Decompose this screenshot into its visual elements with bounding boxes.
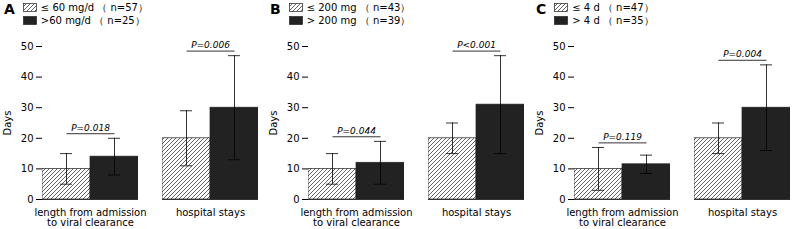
svg-text:hospital stays: hospital stays — [442, 207, 511, 218]
svg-text:20: 20 — [553, 133, 566, 144]
svg-text:40: 40 — [553, 71, 566, 82]
svg-text:30: 30 — [287, 102, 300, 113]
svg-text:P=0.044: P=0.044 — [337, 126, 376, 136]
svg-text:Days: Days — [2, 111, 13, 136]
svg-text:30: 30 — [21, 102, 34, 113]
svg-text:hospital stays: hospital stays — [176, 207, 245, 218]
svg-text:P=0.006: P=0.006 — [191, 40, 230, 50]
svg-text:30: 30 — [553, 102, 566, 113]
svg-text:50: 50 — [287, 41, 300, 52]
svg-text:10: 10 — [21, 163, 34, 174]
html-text:A: A — [4, 1, 15, 17]
svg-text:0: 0 — [293, 194, 299, 205]
svg-text:0: 0 — [559, 194, 565, 205]
svg-text:hospital stays: hospital stays — [708, 207, 777, 218]
svg-text:20: 20 — [21, 133, 34, 144]
html-text:C: C — [536, 1, 547, 17]
svg-text:50: 50 — [21, 41, 34, 52]
svg-text:P<0.001: P<0.001 — [457, 40, 496, 50]
html-text:B: B — [270, 1, 281, 17]
html-text:> 4 d （ n=35）: > 4 d （ n=35） — [572, 15, 654, 26]
svg-text:length from admissionto viral: length from admissionto viral clearance — [566, 207, 678, 228]
svg-text:20: 20 — [287, 133, 300, 144]
svg-text:Days: Days — [268, 111, 279, 136]
html-text:≤ 4 d （ n=47）: ≤ 4 d （ n=47） — [572, 2, 654, 13]
svg-text:40: 40 — [287, 71, 300, 82]
svg-text:length from admissionto viral: length from admissionto viral clearance — [300, 207, 412, 228]
svg-text:0: 0 — [27, 194, 33, 205]
svg-text:P=0.018: P=0.018 — [71, 123, 110, 133]
html-text:>60 mg/d （ n=25）: >60 mg/d （ n=25） — [40, 15, 145, 26]
svg-text:10: 10 — [287, 163, 300, 174]
html-text:≤ 60 mg/d （ n=57）: ≤ 60 mg/d （ n=57） — [40, 2, 148, 13]
svg-text:10: 10 — [553, 163, 566, 174]
svg-text:Days: Days — [534, 111, 545, 136]
svg-text:50: 50 — [553, 41, 566, 52]
svg-text:40: 40 — [21, 71, 34, 82]
svg-text:P=0.119: P=0.119 — [603, 132, 642, 142]
html-text:> 200 mg （ n=39）: > 200 mg （ n=39） — [306, 15, 411, 26]
svg-text:length from admissionto viral: length from admissionto viral clearance — [34, 207, 146, 228]
html-text:≤ 200 mg （ n=43）: ≤ 200 mg （ n=43） — [306, 2, 411, 13]
svg-text:P=0.004: P=0.004 — [723, 49, 762, 59]
